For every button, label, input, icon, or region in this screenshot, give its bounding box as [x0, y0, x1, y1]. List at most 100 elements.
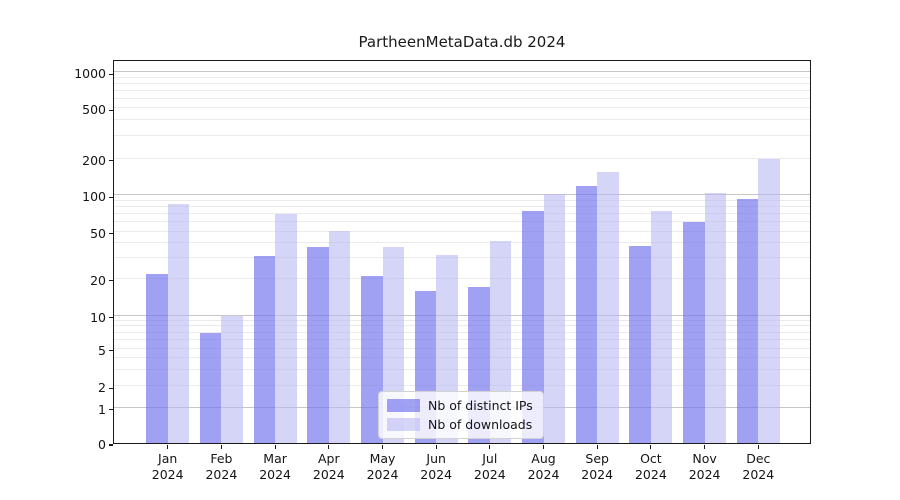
- y-tick-500: [109, 109, 113, 111]
- x-tick-label-line: Feb: [210, 451, 233, 466]
- x-tick-nov-2024: [704, 445, 706, 449]
- bar-nb-of-distinct-ips-apr-2024: [307, 247, 329, 443]
- x-tick-label-line: 2024: [688, 467, 721, 482]
- y-tick-200: [109, 159, 113, 162]
- x-tick-label-line: 2024: [634, 467, 667, 482]
- y-tick-10: [109, 317, 113, 319]
- x-tick-label-line: Dec: [746, 451, 771, 466]
- bar-nb-of-distinct-ips-dec-2024: [736, 198, 759, 443]
- y-tick-label-1000: 1000: [74, 66, 106, 82]
- bar-nb-of-downloads-mar-2024: [275, 214, 297, 443]
- x-tick-oct-2024: [650, 445, 652, 449]
- bar-nb-of-distinct-ips-oct-2024: [629, 245, 651, 443]
- x-tick-label-line: 2024: [581, 467, 614, 482]
- bar-nb-of-downloads-oct-2024: [650, 211, 673, 443]
- legend-label-distinct-ips: Nb of distinct IPs: [428, 398, 533, 413]
- gridline-minor-40: [114, 242, 810, 244]
- gridline-1000: [114, 71, 810, 73]
- gridline-200: [114, 157, 810, 159]
- x-tick-label-line: 2024: [527, 467, 560, 482]
- gridline-minor-300: [114, 135, 810, 137]
- x-tick-label-line: Apr: [317, 451, 340, 466]
- y-tick-label-50: 50: [90, 225, 106, 241]
- x-tick-label-line: 2024: [366, 467, 399, 482]
- gridline-minor-900: [114, 76, 810, 78]
- bar-nb-of-distinct-ips-feb-2024: [199, 332, 222, 443]
- y-tick-50: [109, 233, 113, 235]
- y-tick-label-0: 0: [98, 437, 106, 452]
- legend-item-distinct-ips: Nb of distinct IPs: [387, 398, 533, 413]
- y-tick-1: [109, 409, 113, 411]
- x-tick-feb-2024: [220, 445, 222, 449]
- x-tick-label-jan-2024: Jan 2024: [133, 451, 203, 483]
- gridline-minor-60: [114, 221, 810, 223]
- y-tick-label-200: 200: [82, 152, 106, 168]
- gridline-500: [114, 107, 810, 109]
- x-tick-label-line: 2024: [742, 467, 775, 482]
- gridline-minor-7: [114, 331, 810, 333]
- y-tick-label-5: 5: [98, 342, 106, 358]
- y-tick-label-1: 1: [98, 401, 106, 417]
- y-tick-0: [109, 444, 113, 446]
- x-tick-label-feb-2024: Feb 2024: [186, 451, 256, 483]
- x-tick-label-line: Aug: [531, 451, 556, 466]
- gridline-minor-30: [114, 256, 810, 258]
- x-tick-jul-2024: [489, 445, 491, 449]
- x-tick-label-line: Sep: [585, 451, 609, 466]
- gridline-minor-8: [114, 325, 810, 327]
- bar-nb-of-distinct-ips-jan-2024: [146, 273, 168, 443]
- x-tick-label-line: Jan: [158, 451, 178, 466]
- x-tick-label-dec-2024: Dec 2024: [723, 451, 793, 483]
- y-tick-100: [109, 196, 113, 198]
- x-tick-sep-2024: [596, 445, 598, 449]
- y-tick-label-2: 2: [98, 380, 106, 396]
- x-tick-label-may-2024: May 2024: [348, 451, 418, 483]
- y-tick-5: [109, 349, 113, 352]
- x-tick-label-line: Jul: [482, 451, 498, 466]
- gridline-5: [114, 347, 810, 349]
- gridline-minor-70: [114, 213, 810, 215]
- gridline-minor-600: [114, 97, 810, 99]
- y-tick-20: [109, 280, 113, 282]
- x-tick-label-apr-2024: Apr 2024: [294, 451, 364, 483]
- x-tick-label-mar-2024: Mar 2024: [240, 451, 310, 483]
- legend: Nb of distinct IPs Nb of downloads: [378, 391, 544, 439]
- x-tick-label-line: May: [369, 451, 396, 466]
- x-tick-may-2024: [381, 445, 384, 449]
- x-tick-label-line: 2024: [312, 467, 345, 482]
- bar-nb-of-distinct-ips-aug-2024: [522, 211, 544, 443]
- gridline-minor-700: [114, 89, 810, 91]
- x-tick-label-aug-2024: Aug 2024: [509, 451, 579, 483]
- gridline-10: [114, 314, 810, 316]
- x-tick-label-line: Nov: [692, 451, 717, 466]
- legend-swatch-downloads: [387, 418, 420, 431]
- legend-item-downloads: Nb of downloads: [387, 417, 533, 432]
- gridline-minor-4: [114, 356, 810, 358]
- gridline-minor-80: [114, 206, 810, 208]
- bar-nb-of-downloads-nov-2024: [704, 192, 727, 443]
- bar-nb-of-downloads-sep-2024: [597, 172, 619, 443]
- gridline-minor-90: [114, 199, 810, 201]
- y-tick-label-10: 10: [90, 309, 106, 325]
- bar-nb-of-downloads-aug-2024: [543, 193, 565, 443]
- y-tick-label-100: 100: [82, 189, 106, 205]
- gridline-minor-800: [114, 82, 810, 84]
- bar-nb-of-distinct-ips-mar-2024: [253, 256, 276, 443]
- gridline-100: [114, 194, 810, 196]
- x-tick-dec-2024: [757, 445, 759, 449]
- x-tick-aug-2024: [542, 445, 545, 449]
- gridline-minor-3: [114, 368, 810, 370]
- x-tick-label-line: Mar: [263, 451, 287, 466]
- x-tick-label-line: 2024: [259, 467, 291, 482]
- x-tick-apr-2024: [328, 445, 330, 449]
- legend-swatch-distinct-ips: [387, 399, 420, 412]
- x-tick-label-jun-2024: Jun 2024: [401, 451, 471, 483]
- gridline-minor-6: [114, 339, 810, 340]
- plot-area: Nb of distinct IPs Nb of downloads 0 1 2 5 1…: [74, 60, 811, 482]
- x-tick-label-line: 2024: [205, 467, 238, 482]
- x-tick-label-line: 2024: [151, 467, 184, 482]
- chart-title: PartheenMetaData.db 2024: [358, 33, 566, 51]
- bar-nb-of-distinct-ips-sep-2024: [575, 186, 598, 443]
- legend-label-downloads: Nb of downloads: [428, 417, 533, 432]
